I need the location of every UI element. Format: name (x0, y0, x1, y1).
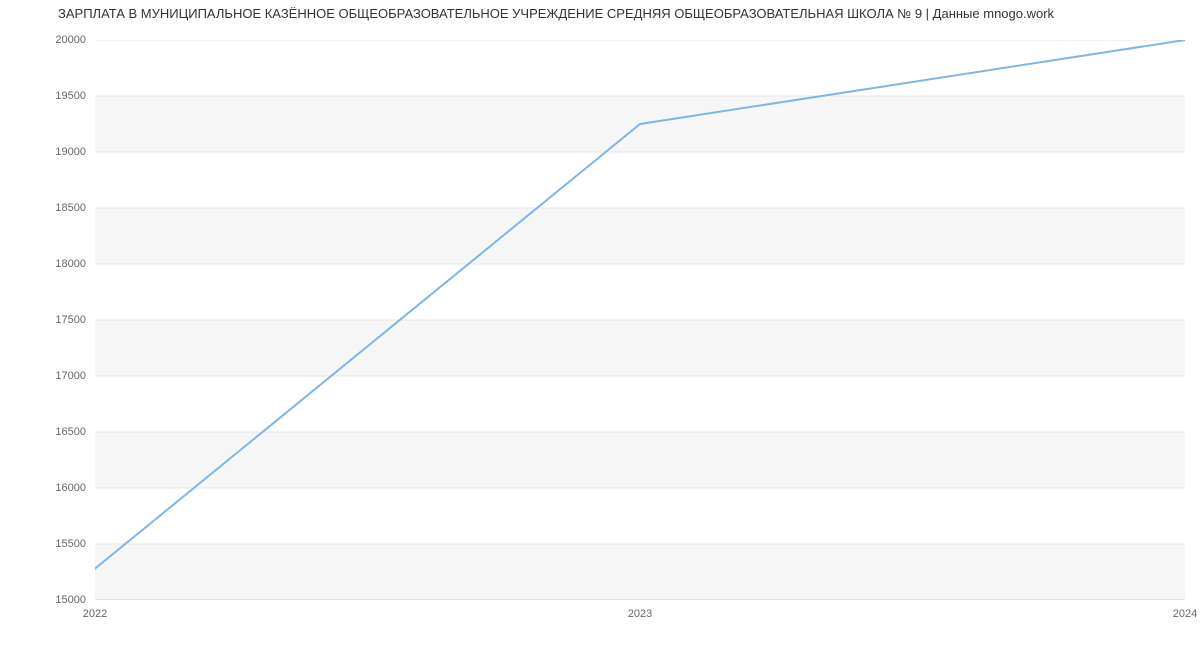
y-tick-label: 17000 (6, 370, 86, 382)
salary-line-chart: ЗАРПЛАТА В МУНИЦИПАЛЬНОЕ КАЗЁННОЕ ОБЩЕОБ… (0, 0, 1200, 650)
y-tick-label: 18500 (6, 202, 86, 214)
y-tick-label: 18000 (6, 258, 86, 270)
chart-title: ЗАРПЛАТА В МУНИЦИПАЛЬНОЕ КАЗЁННОЕ ОБЩЕОБ… (58, 6, 1054, 21)
y-tick-label: 15000 (6, 594, 86, 606)
y-tick-label: 17500 (6, 314, 86, 326)
plot-area (95, 40, 1185, 600)
x-tick-label: 2022 (83, 608, 107, 620)
y-tick-label: 19500 (6, 90, 86, 102)
y-tick-label: 20000 (6, 34, 86, 46)
y-tick-label: 15500 (6, 538, 86, 550)
y-tick-label: 16500 (6, 426, 86, 438)
y-tick-label: 16000 (6, 482, 86, 494)
y-tick-label: 19000 (6, 146, 86, 158)
x-tick-label: 2024 (1173, 608, 1197, 620)
x-tick-label: 2023 (628, 608, 652, 620)
plot-svg (95, 40, 1185, 600)
